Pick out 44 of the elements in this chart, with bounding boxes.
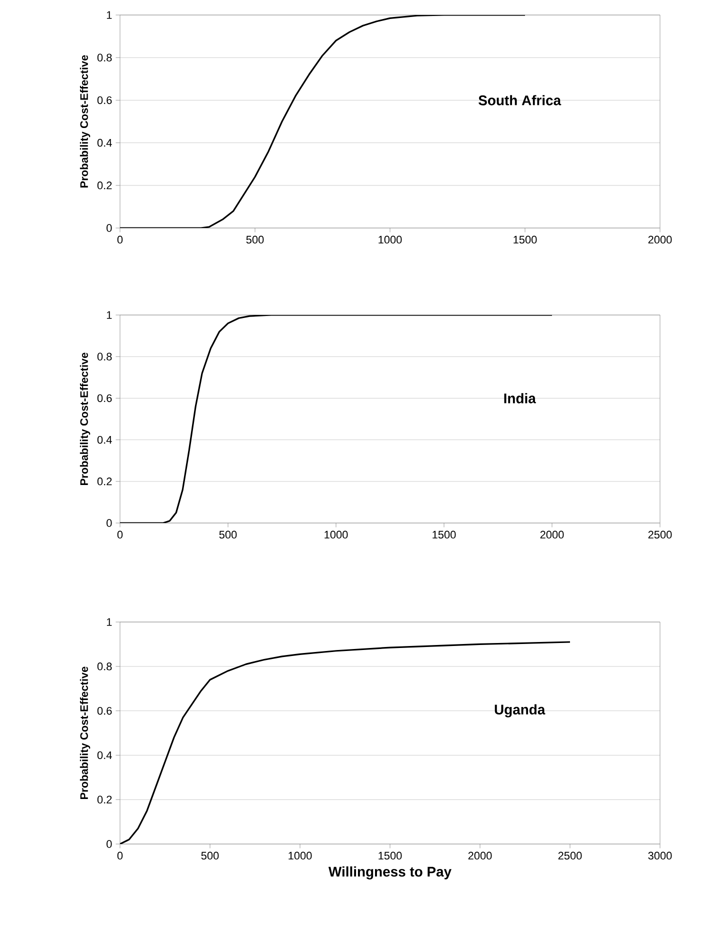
x-tick-label: 2000 [540, 530, 564, 539]
x-tick-label: 0 [117, 852, 123, 860]
y-tick-label: 0.2 [97, 182, 112, 190]
x-tick-label: 500 [219, 530, 237, 539]
x-tick-label: 2500 [648, 530, 672, 539]
y-tick-label: 0.6 [97, 96, 112, 104]
y-tick-label: 0.6 [97, 394, 112, 402]
x-tick-label: 0 [117, 530, 123, 539]
y-tick-label: 0.4 [97, 138, 112, 147]
x-tick-label: 3000 [648, 852, 672, 860]
x-tick-label: 500 [246, 236, 264, 244]
x-tick-label: 1000 [378, 236, 402, 244]
y-axis-title: Probability Cost-Effective [80, 55, 90, 188]
y-tick-label: 0.4 [97, 436, 112, 444]
x-tick-label: 2000 [648, 236, 672, 244]
x-tick-label: 0 [117, 236, 123, 244]
y-tick-label: 0 [106, 519, 112, 527]
y-tick-label: 1 [106, 311, 112, 319]
line-series [120, 315, 553, 524]
y-axis-title: Probability Cost-Effective [80, 666, 90, 799]
x-tick-label: 500 [201, 852, 219, 860]
x-tick-label: 2500 [558, 852, 582, 860]
x-tick-label: 1500 [378, 852, 402, 860]
x-tick-label: 1000 [324, 530, 348, 539]
annotation: Uganda [494, 704, 546, 718]
y-tick-label: 0.2 [97, 796, 112, 804]
x-tick-label: 1500 [432, 530, 456, 539]
y-tick-label: 0.8 [97, 352, 112, 360]
y-axis-title: Probability Cost-Effective [80, 352, 90, 485]
y-tick-label: 0 [106, 224, 112, 232]
annotation: India [504, 393, 536, 404]
y-tick-label: 1 [106, 618, 112, 626]
y-tick-label: 0.8 [97, 662, 112, 670]
x-axis-title: Willingness to Pay [328, 866, 452, 880]
x-tick-label: 1000 [288, 852, 312, 860]
y-tick-label: 0.6 [97, 706, 112, 715]
y-tick-label: 0 [106, 840, 112, 848]
y-tick-label: 0.4 [97, 751, 112, 760]
x-tick-label: 2000 [468, 852, 492, 860]
annotation: South Africa [478, 95, 562, 106]
x-tick-label: 1500 [514, 236, 537, 244]
y-tick-label: 0.8 [97, 54, 112, 62]
y-tick-label: 0.2 [97, 478, 112, 486]
y-tick-label: 1 [106, 11, 112, 19]
